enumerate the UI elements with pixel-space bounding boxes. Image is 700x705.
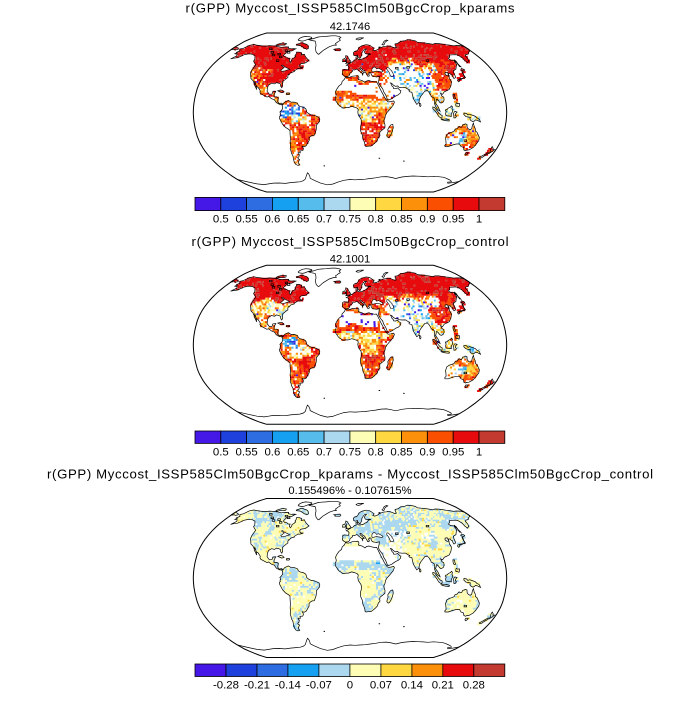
svg-text:0.6: 0.6 — [264, 446, 280, 458]
svg-text:0.07: 0.07 — [370, 679, 392, 691]
svg-text:0.9: 0.9 — [419, 214, 435, 226]
svg-text:0.75: 0.75 — [339, 446, 361, 458]
svg-text:0.8: 0.8 — [368, 214, 384, 226]
svg-text:42.1746: 42.1746 — [330, 21, 370, 33]
svg-text:0.55: 0.55 — [236, 214, 258, 226]
svg-text:42.1001: 42.1001 — [330, 253, 370, 265]
svg-text:0.155496% - 0.107615%: 0.155496% - 0.107615% — [288, 485, 411, 497]
svg-text:0.65: 0.65 — [287, 446, 309, 458]
svg-text:0.6: 0.6 — [264, 214, 280, 226]
svg-text:0.7: 0.7 — [316, 214, 332, 226]
svg-text:0.14: 0.14 — [401, 679, 423, 691]
svg-text:0.95: 0.95 — [442, 446, 464, 458]
svg-text:-0.07: -0.07 — [306, 679, 332, 691]
svg-text:1: 1 — [476, 214, 482, 226]
svg-text:0.85: 0.85 — [390, 214, 412, 226]
svg-text:r(GPP) Myccost_ISSP585Clm50Bgc: r(GPP) Myccost_ISSP585Clm50BgcCrop_contr… — [192, 234, 509, 249]
svg-text:0.5: 0.5 — [213, 446, 229, 458]
svg-text:0.7: 0.7 — [316, 446, 332, 458]
svg-text:0.65: 0.65 — [287, 214, 309, 226]
svg-text:r(GPP) Myccost_ISSP585Clm50Bgc: r(GPP) Myccost_ISSP585Clm50BgcCrop_kpara… — [47, 466, 653, 481]
svg-text:0.95: 0.95 — [442, 214, 464, 226]
svg-text:0.21: 0.21 — [432, 679, 454, 691]
svg-text:-0.28: -0.28 — [213, 679, 239, 691]
svg-text:0.8: 0.8 — [368, 446, 384, 458]
svg-text:0.28: 0.28 — [463, 679, 485, 691]
svg-text:0.85: 0.85 — [390, 446, 412, 458]
svg-text:0.75: 0.75 — [339, 214, 361, 226]
svg-text:0: 0 — [347, 679, 353, 691]
svg-text:0.5: 0.5 — [213, 214, 229, 226]
svg-text:0.9: 0.9 — [419, 446, 435, 458]
svg-text:0.55: 0.55 — [236, 446, 258, 458]
svg-text:r(GPP) Myccost_ISSP585Clm50Bgc: r(GPP) Myccost_ISSP585Clm50BgcCrop_kpara… — [186, 1, 515, 16]
svg-text:1: 1 — [476, 446, 482, 458]
svg-text:-0.14: -0.14 — [275, 679, 301, 691]
svg-text:-0.21: -0.21 — [244, 679, 270, 691]
